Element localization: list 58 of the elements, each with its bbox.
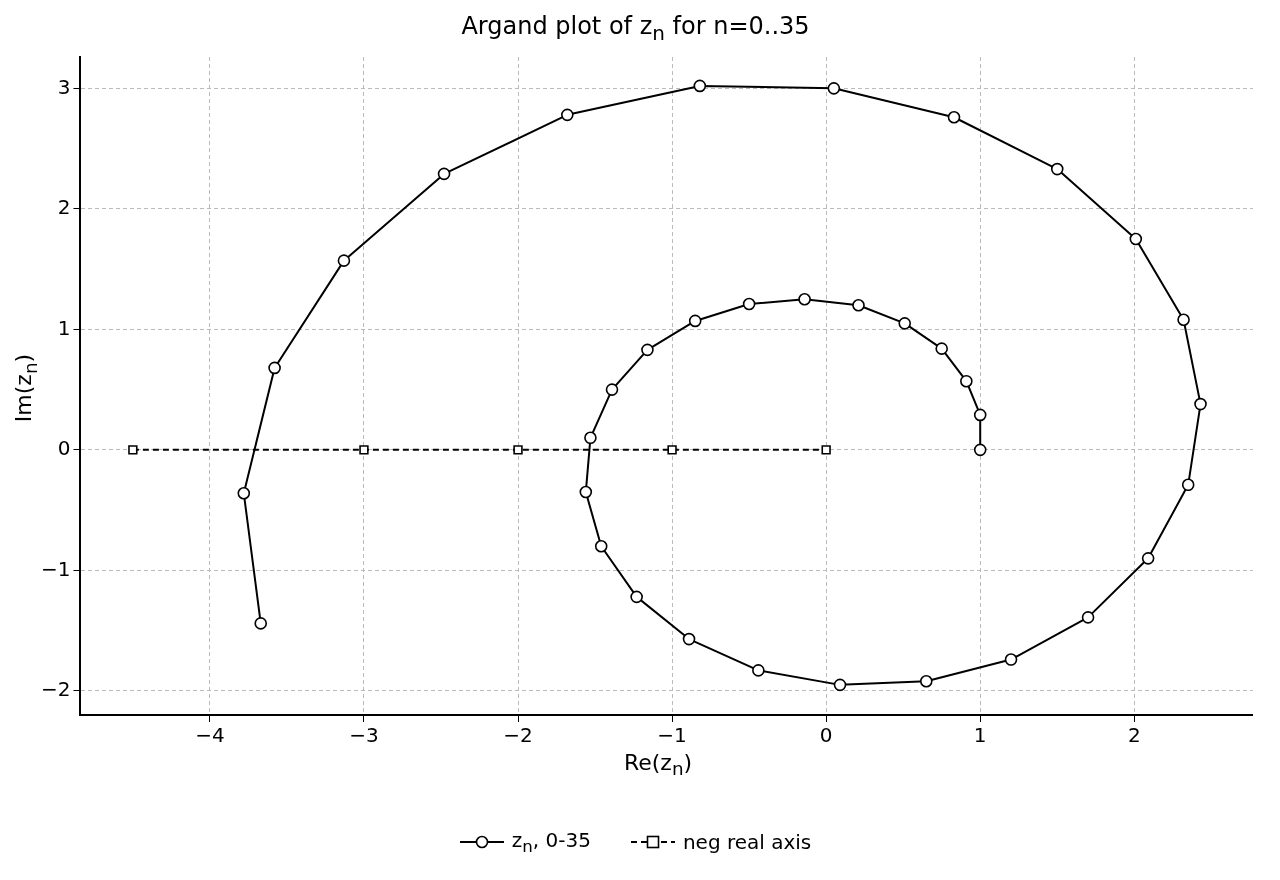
- x-tick-label: 1: [973, 723, 987, 748]
- point: [237, 486, 251, 500]
- x-tick-label: −3: [349, 723, 379, 748]
- legend-label: z$_{n}$, 0-35: [511, 828, 591, 856]
- x-tick-label: −4: [195, 723, 225, 748]
- point: [513, 445, 523, 455]
- point: [821, 445, 831, 455]
- point: [630, 590, 643, 604]
- point: [641, 343, 654, 357]
- point: [128, 445, 138, 455]
- point: [833, 678, 847, 692]
- x-tick-label: 0: [819, 723, 833, 748]
- point: [693, 79, 707, 93]
- point: [437, 167, 451, 181]
- point: [594, 539, 608, 553]
- point: [1177, 313, 1190, 327]
- point: [682, 632, 696, 646]
- x-tick-label: −2: [503, 723, 533, 748]
- point: [1004, 653, 1018, 666]
- point: [254, 617, 268, 630]
- point: [935, 342, 948, 355]
- y-tick-label: 3: [57, 74, 71, 99]
- y-tick-label: −2: [41, 677, 71, 702]
- point: [667, 445, 677, 455]
- point: [337, 254, 351, 267]
- point: [947, 110, 961, 124]
- point: [919, 674, 933, 688]
- y-tick-label: 2: [57, 195, 71, 220]
- legend-label: neg real axis: [682, 830, 812, 854]
- x-tick-label: −1: [657, 723, 687, 748]
- point: [1081, 611, 1095, 624]
- chart-title: Argand plot of z$_{n}$ for n=0..35: [460, 12, 811, 45]
- point: [1141, 552, 1155, 565]
- point: [973, 443, 987, 457]
- point: [359, 445, 369, 455]
- x-axis-title: Re(z$_{n}$): [622, 750, 694, 780]
- point: [1129, 232, 1143, 246]
- point: [561, 108, 574, 122]
- point: [752, 664, 765, 677]
- point: [827, 82, 841, 95]
- y-tick-label: −1: [41, 556, 71, 581]
- x-tick-label: 2: [1127, 723, 1141, 748]
- point: [973, 408, 987, 422]
- point: [1181, 478, 1195, 492]
- point: [605, 383, 619, 396]
- point: [1194, 397, 1207, 411]
- point: [1050, 162, 1064, 176]
- point: [268, 361, 281, 375]
- point: [579, 485, 593, 499]
- point: [960, 374, 973, 388]
- point: [584, 431, 597, 445]
- y-tick-label: 1: [57, 315, 71, 340]
- point: [852, 298, 865, 312]
- point: [898, 317, 912, 330]
- point: [742, 297, 756, 311]
- y-tick-label: 0: [57, 436, 71, 461]
- point: [688, 314, 702, 328]
- point: [798, 292, 811, 306]
